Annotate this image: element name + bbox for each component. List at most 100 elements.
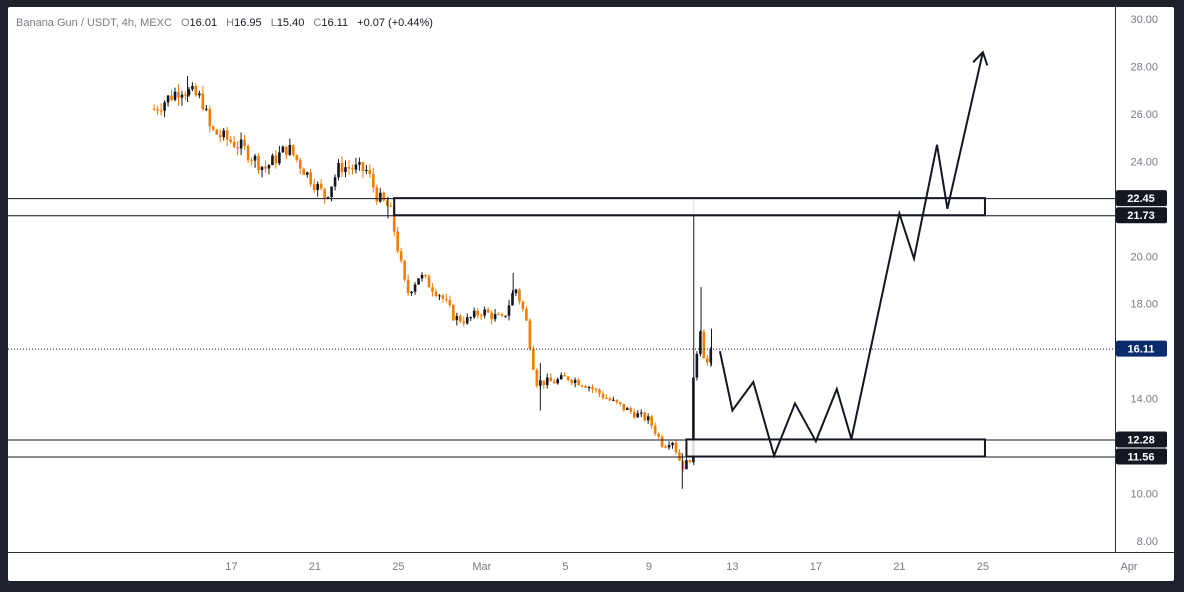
x-tick-label: 21 [893,561,905,573]
candle-body [368,169,372,175]
x-tick-label: Mar [472,561,491,573]
candle-body [152,109,156,111]
low-value: 15.40 [276,17,305,29]
candle-body [563,375,566,377]
levels-layer [8,198,1115,458]
candle-body [218,134,222,138]
candle-body [208,108,212,127]
x-tick-label: 13 [726,561,738,573]
candle-body [646,416,650,421]
last-price-tag-label: 16.11 [1128,344,1155,356]
zones-layer [393,197,986,458]
high-value: 16.95 [234,17,262,29]
candle-body [170,95,173,100]
candle-body [681,460,685,470]
candle-body [378,192,382,202]
candle-body [486,309,490,313]
candle-body [483,309,486,316]
candle-body [239,139,243,149]
candle-body [667,445,671,448]
candle-body [664,446,667,448]
candle-body [476,310,479,316]
candle-body [459,315,462,322]
candle-body [229,139,232,142]
candle-body [285,146,288,155]
x-tick-label: 5 [562,561,568,573]
candle-body [191,85,194,90]
candle-body [292,144,295,155]
candle-body [295,154,299,160]
candle-body [330,186,333,198]
candle-body [205,108,208,110]
candle-body [382,192,386,201]
y-tick-label: 28.00 [1130,61,1158,73]
candle-body [591,387,594,390]
candle-body [232,141,236,148]
candle-body [211,126,215,130]
candle-body [354,164,358,170]
y-tick-label: 14.00 [1130,394,1158,406]
candle-body [650,416,653,426]
candle-body [452,305,455,321]
candle-body [166,95,170,103]
candle-body [532,348,535,370]
candle-body [187,89,191,96]
candle-body [177,91,180,98]
candle-body [340,163,344,173]
chart-panel[interactable]: 8.00 10.00 14.00 18.00 20.00 24.00 26.00 28.00 3… [8,7,1174,581]
candle-body [215,129,219,135]
candle-body [319,183,323,189]
candle-body [392,206,396,232]
y-tick-label: 8.00 [1137,536,1158,548]
candle-body [584,386,587,388]
candle-body [156,109,159,111]
candle-body [389,205,393,207]
open-value: 16.01 [189,17,218,29]
level-tag [1116,190,1167,207]
candle-body [403,260,406,280]
candle-body [198,93,201,96]
open-key: O [180,17,190,29]
symbol-label: Banana Gun / USDT, 4h, MEXC [16,17,172,29]
y-tick-label: 26.00 [1130,109,1158,121]
candle-body [643,412,646,421]
candle-body [257,155,260,171]
level-tag [1116,448,1167,465]
candle-body [493,314,497,320]
candle-body [236,147,239,149]
candle-body [316,183,319,191]
y-tick-label: 30.00 [1130,14,1158,26]
candle-body [253,155,257,161]
candle-body [250,160,253,162]
zone-box-support [685,438,986,458]
price-chart[interactable]: 8.00 10.00 14.00 18.00 20.00 24.00 26.00 28.00 3… [8,7,1174,581]
candle-body [302,168,306,175]
candle-body [622,403,626,410]
candle-body [375,187,379,202]
candle-body [333,177,337,187]
candles-layer [152,75,713,489]
x-tick-label: 17 [225,561,237,573]
candle-body [601,393,605,398]
candle-body [455,315,459,321]
candle-body [438,295,441,297]
zone-box-resistance [393,197,986,217]
candle-body [709,348,713,363]
level-tag [1116,431,1167,448]
x-tick-label: 17 [810,561,822,573]
candle-body [267,165,271,169]
y-tick-label: 24.00 [1130,156,1158,168]
candle-body [626,408,629,410]
level-tag-label: 11.56 [1128,452,1155,464]
high-key: H [226,17,235,29]
candle-body [288,144,292,155]
candle-body [347,167,351,169]
candle-body [535,369,539,386]
candle-body [511,293,514,306]
candle-body [410,291,413,294]
candle-body [194,85,198,96]
candle-body [605,397,608,399]
candle-body [695,353,699,378]
candle-body [222,130,226,138]
candle-body [427,276,431,288]
